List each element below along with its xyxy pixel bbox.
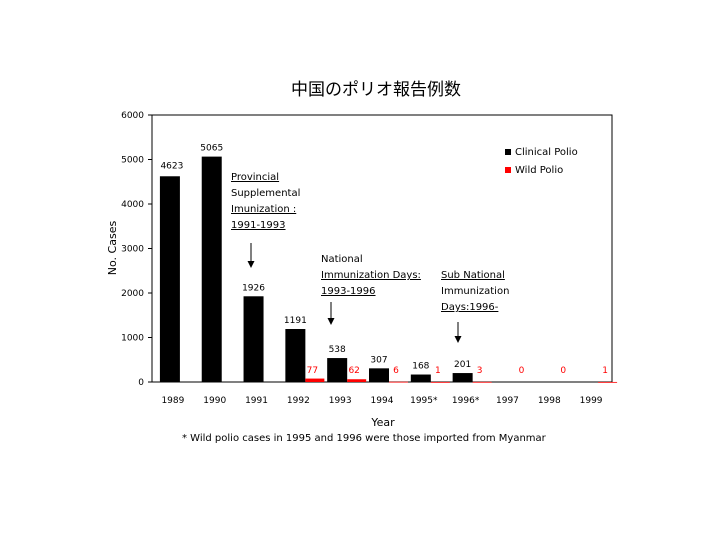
annotation-line: Immunization <box>441 286 509 297</box>
annotation-line: Imunization : <box>231 204 296 215</box>
legend-label: Wild Polio <box>515 165 563 176</box>
bar-wild <box>430 381 450 383</box>
legend: Clinical Polio Wild Polio <box>505 147 578 176</box>
bar-wild <box>389 381 408 383</box>
bar-wild <box>305 378 325 382</box>
annotation-arrow-head <box>454 336 462 343</box>
chart-title: 中国のポリオ報告例数 <box>291 80 461 100</box>
bar-label-clinical: 1191 <box>284 316 307 326</box>
legend-label: Clinical Polio <box>515 147 578 158</box>
annotation-line: Sub National <box>441 270 505 281</box>
x-tick-label: 1996* <box>452 396 480 406</box>
bar-clinical <box>243 296 264 382</box>
bar-clinical <box>159 176 180 382</box>
bar-label-wild: 6 <box>393 366 399 376</box>
x-axis: 1989 1990 1991 1992 1993 1994 1995* 1996* 1997 19… <box>161 396 602 406</box>
bar-label-clinical: 307 <box>370 355 387 365</box>
y-tick-label: 1000 <box>121 334 144 344</box>
bar-wild <box>472 381 492 383</box>
annotation-line: Immunization Days: <box>321 270 421 281</box>
x-tick-label: 1994 <box>371 396 394 406</box>
y-axis: 0 1000 2000 3000 4000 5000 6000 <box>121 111 152 388</box>
legend-swatch <box>505 149 511 155</box>
x-tick-label: 1995* <box>410 396 438 406</box>
y-tick-label: 5000 <box>121 156 144 166</box>
x-tick-label: 1999 <box>580 396 603 406</box>
x-tick-label: 1992 <box>287 396 310 406</box>
y-tick-label: 6000 <box>121 111 144 121</box>
bar-label-wild: 1 <box>602 366 608 376</box>
footnote: * Wild polio cases in 1995 and 1996 were… <box>182 433 547 444</box>
y-tick-label: 0 <box>138 378 144 388</box>
bar-label-wild: 0 <box>519 366 525 376</box>
bar-clinical <box>410 374 431 382</box>
annotation-arrow-head <box>247 261 255 268</box>
bar-label-wild: 1 <box>435 366 441 376</box>
bar-wild <box>598 381 618 383</box>
x-axis-title: Year <box>370 416 395 429</box>
bar-label-wild: 77 <box>307 366 318 376</box>
bar-wild <box>347 379 367 382</box>
bar-label-clinical: 4623 <box>160 161 183 171</box>
bar-label-wild: 0 <box>560 366 566 376</box>
y-tick-label: 2000 <box>121 289 144 299</box>
legend-swatch <box>505 167 511 173</box>
bar-clinical <box>327 358 348 382</box>
y-tick-label: 3000 <box>121 245 144 255</box>
annotations: Provincial Supplemental Imunization : 1991-… <box>231 172 509 343</box>
bars: 4623 5065 1926 1191 77 538 62 307 6 168 1 201 3 0 0 1 <box>159 144 618 383</box>
bar-clinical <box>285 329 306 382</box>
x-tick-label: 1989 <box>161 396 184 406</box>
x-tick-label: 1993 <box>329 396 352 406</box>
annotation-line: Supplemental <box>231 188 300 199</box>
bar-label-clinical: 1926 <box>242 283 265 293</box>
x-tick-label: 1991 <box>245 396 268 406</box>
bar-label-wild: 62 <box>348 366 359 376</box>
bar-label-clinical: 5065 <box>200 144 223 154</box>
annotation-arrow-head <box>327 318 335 325</box>
bar-clinical <box>369 368 389 382</box>
y-tick-label: 4000 <box>121 200 144 210</box>
bar-clinical <box>201 156 222 382</box>
bar-label-clinical: 538 <box>329 345 346 355</box>
x-tick-label: 1997 <box>496 396 519 406</box>
annotation-line: 1991-1993 <box>231 220 286 231</box>
annotation-line: National <box>321 254 363 265</box>
annotation-line: 1993-1996 <box>321 286 376 297</box>
annotation-line: Provincial <box>231 172 279 183</box>
bar-label-clinical: 168 <box>412 362 429 372</box>
bar-label-wild: 3 <box>477 366 483 376</box>
x-tick-label: 1998 <box>538 396 561 406</box>
bar-label-clinical: 201 <box>454 360 471 370</box>
x-tick-label: 1990 <box>203 396 226 406</box>
bar-clinical <box>452 373 473 382</box>
y-axis-title: No. Cases <box>106 221 119 276</box>
annotation-line: Days:1996- <box>441 302 499 313</box>
